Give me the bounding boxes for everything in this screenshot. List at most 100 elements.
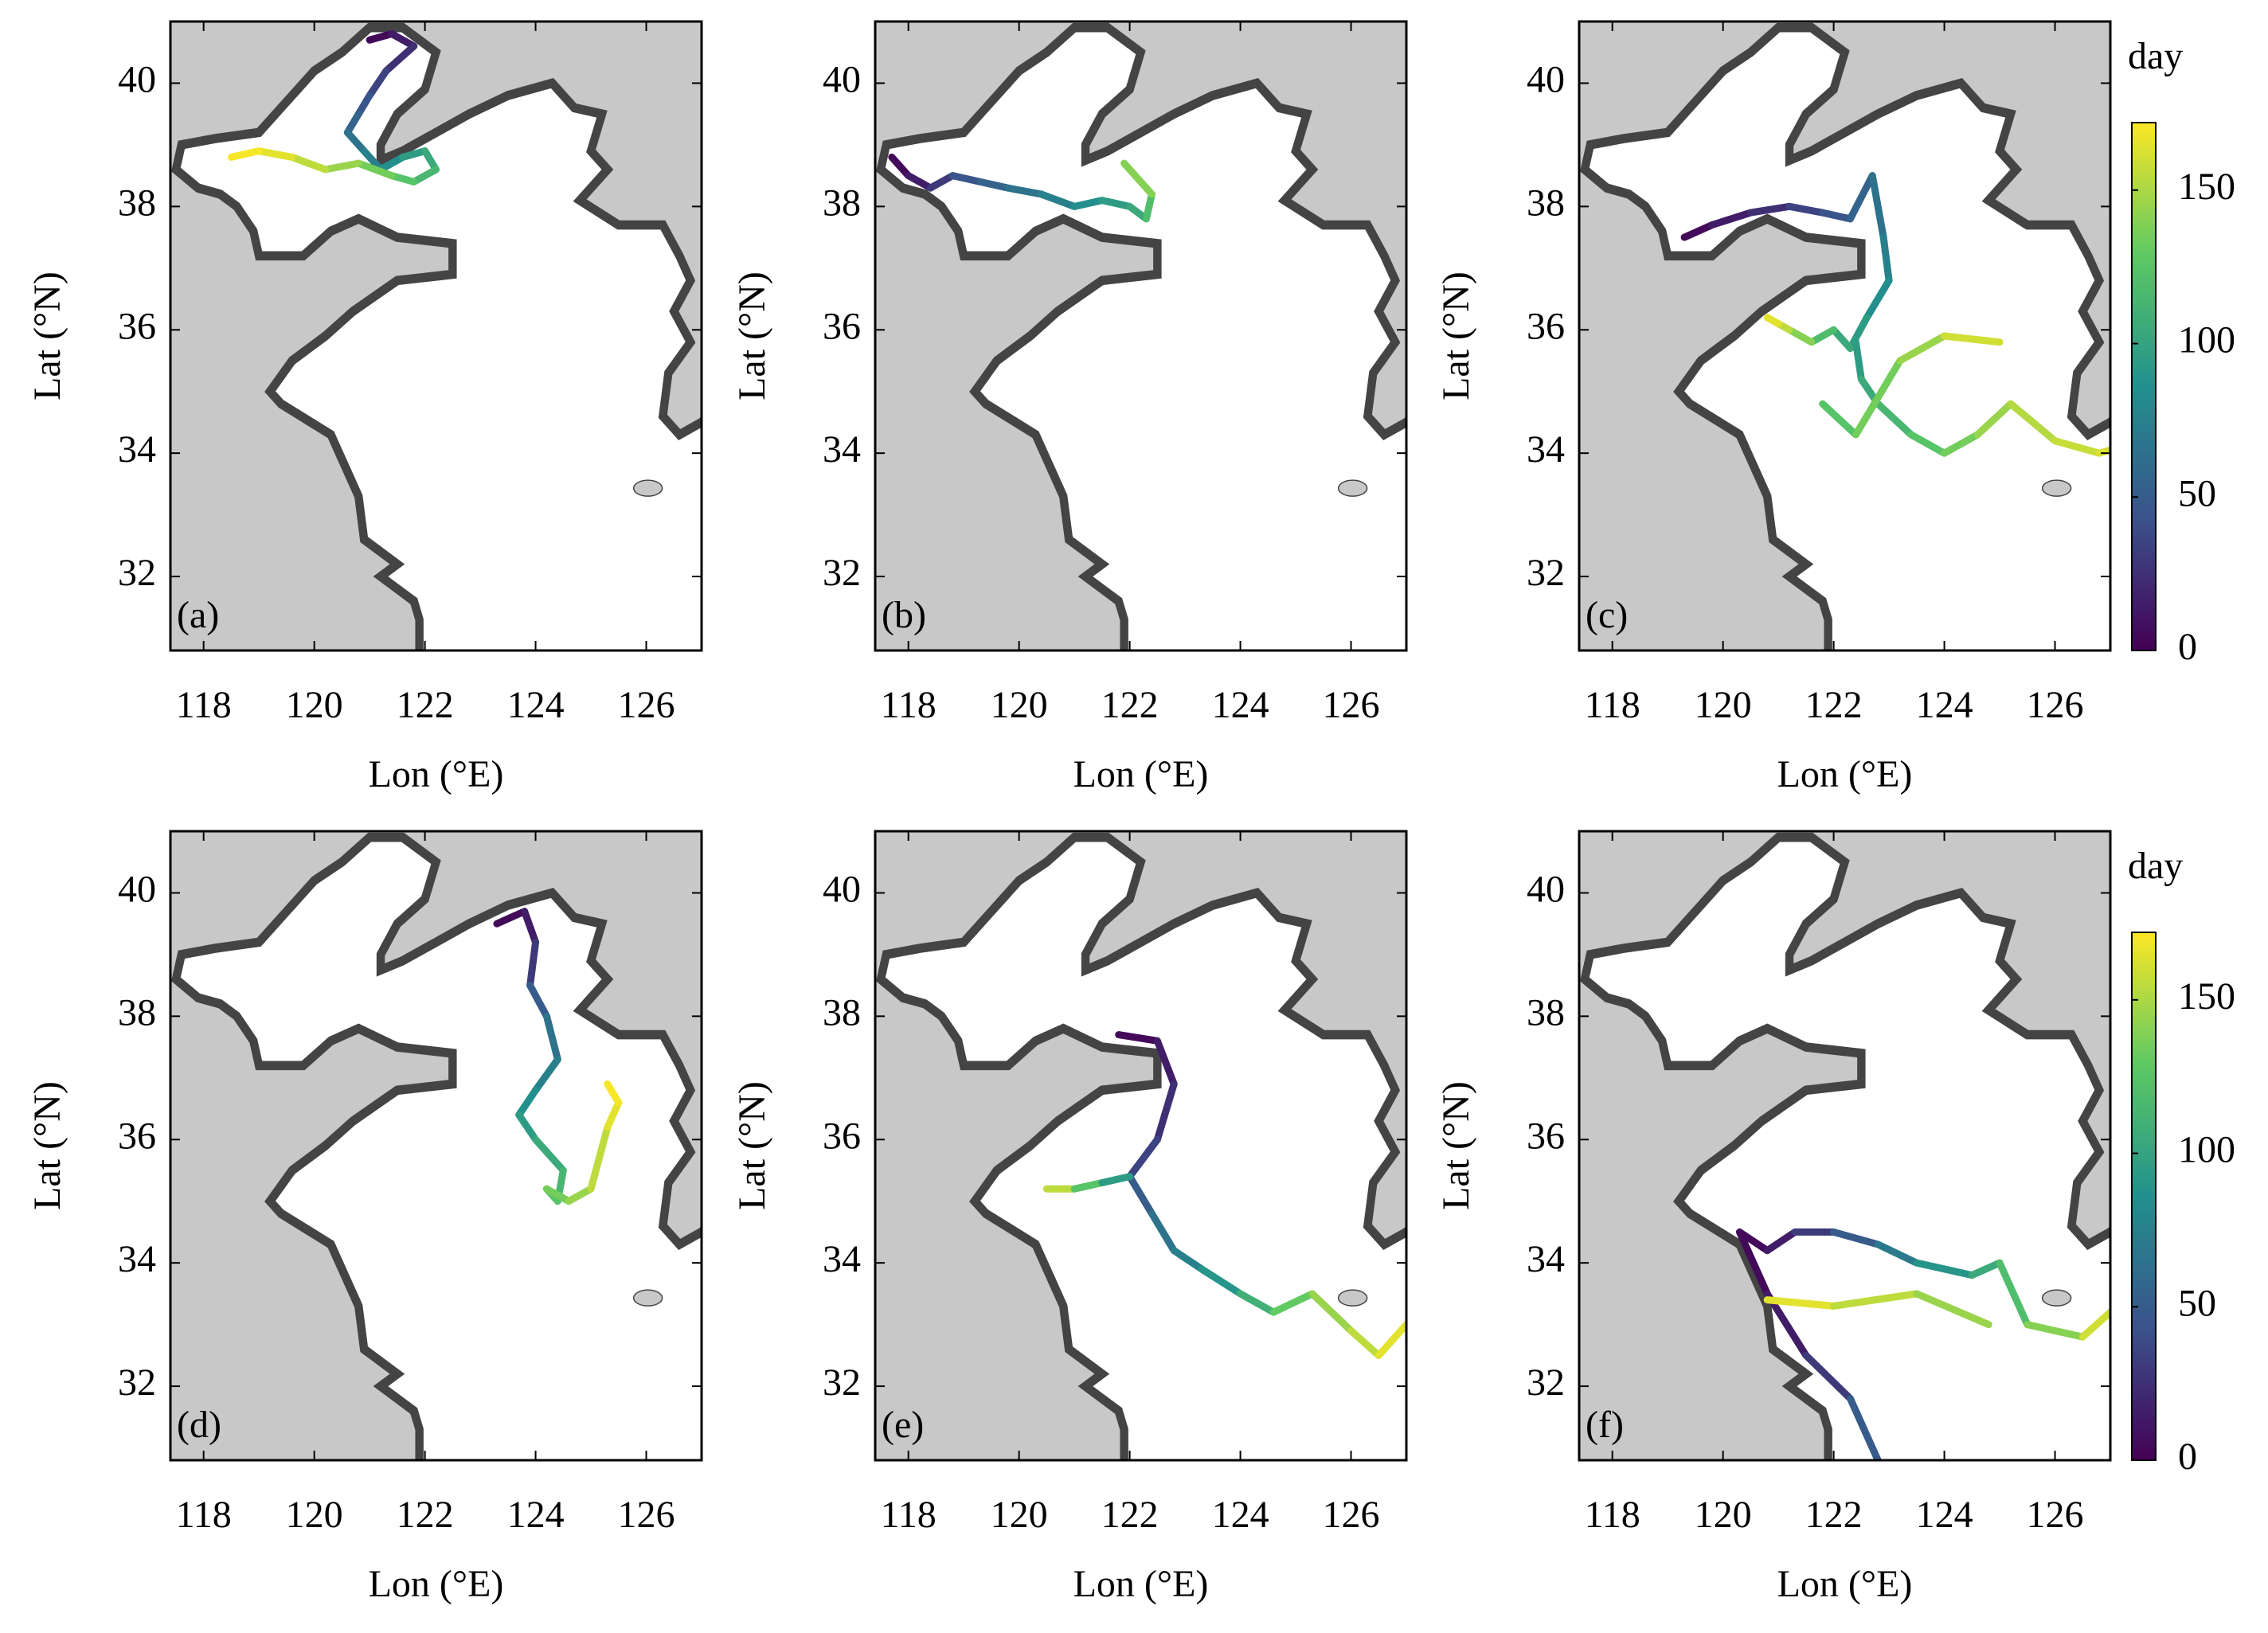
island: [1337, 479, 1368, 497]
trajectory-segment: [521, 908, 540, 946]
x-tick-label: 118: [881, 684, 937, 726]
trajectory-segment: [2078, 1308, 2110, 1341]
colorbar-tick-label: 150: [2178, 166, 2235, 208]
trajectory-segment: [1347, 1326, 1382, 1359]
trajectory-segment: [1896, 332, 1949, 365]
colorbar-ramp: [2131, 122, 2157, 651]
trajectory-segment: [948, 172, 984, 186]
colorbar-tick-label: 0: [2178, 626, 2197, 668]
x-tick-label: 124: [1916, 684, 1973, 726]
x-tick-label: 124: [1212, 1494, 1269, 1536]
x-tick-label: 118: [176, 1494, 232, 1536]
x-tick-label: 120: [1695, 1494, 1752, 1536]
trajectory-segment: [1879, 233, 1893, 284]
trajectory-segment: [1098, 1173, 1134, 1186]
trajectory-segment: [1808, 326, 1838, 346]
trajectory-segment: [377, 153, 407, 174]
trajectory-segment: [421, 147, 440, 174]
trajectory-segment: [1153, 1080, 1178, 1143]
y-tick-label: 38: [823, 182, 861, 224]
x-tick-label: 120: [991, 1494, 1048, 1536]
trajectory-segment: [1070, 1178, 1106, 1193]
trajectory-segment: [1735, 1228, 1771, 1298]
panel-label: (f): [1586, 1404, 1624, 1446]
y-tick-label: 40: [823, 58, 861, 100]
trajectory-segment: [1968, 1259, 2004, 1279]
island: [1337, 1289, 1368, 1307]
axes-frame: [1578, 830, 2112, 1462]
x-tick-label: 118: [881, 1494, 937, 1536]
map-panel: 118 120 122 124 126 32 34 36 38 40 Lon (°E) Lat (°N…: [26, 20, 703, 795]
trajectory-segment: [343, 110, 362, 136]
trajectory-segment: [1763, 1228, 1799, 1255]
trajectory-segment: [366, 29, 396, 44]
x-tick-label: 122: [1101, 684, 1159, 726]
trajectory-segment: [1907, 431, 1949, 457]
y-tick-label: 34: [823, 428, 861, 471]
trajectory-segment: [354, 92, 373, 118]
x-tick-label: 118: [1585, 684, 1640, 726]
x-tick-label: 122: [397, 684, 454, 726]
map-panel: 118 120 122 124 126 32 34 36 38 40 Lon (°E) Lat (°N…: [731, 830, 1408, 1605]
trajectory-segment: [1004, 184, 1045, 198]
trajectory-segment: [542, 1185, 573, 1205]
trajectory-segment: [1708, 209, 1754, 229]
trajectory-segment: [604, 1099, 623, 1131]
y-tick-label: 36: [118, 305, 156, 347]
colorbar-tick-label: 100: [2178, 1129, 2235, 1171]
y-tick-label: 36: [118, 1115, 156, 1157]
trajectory-segment: [1746, 202, 1793, 217]
trajectory-segment: [1996, 1259, 2031, 1329]
trajectory-segment: [1374, 1321, 1406, 1359]
colorbar-label: day: [2128, 35, 2183, 77]
x-tick-label: 126: [2027, 1494, 2084, 1536]
y-axis-label: Lat (°N): [26, 1081, 68, 1210]
trajectory-segment: [1785, 326, 1816, 346]
trajectory-segment: [1863, 276, 1893, 322]
map-panel: 118 120 122 124 126 32 34 36 38 40 Lon (°E) Lat (°N…: [1435, 20, 2112, 795]
y-tick-label: 38: [823, 991, 861, 1033]
panel-label: (e): [882, 1404, 924, 1446]
x-tick-label: 126: [1323, 1494, 1380, 1536]
trajectory-segment: [2024, 1321, 2086, 1341]
x-tick-label: 124: [1212, 684, 1269, 726]
map-area: [170, 21, 702, 650]
x-axis-label: Lon (°E): [1073, 753, 1209, 795]
trajectory-segment: [1237, 1290, 1277, 1316]
panel-label: (d): [177, 1404, 221, 1446]
x-tick-label: 126: [618, 1494, 675, 1536]
map-panel: 118 120 122 124 126 32 34 36 38 40 Lon (°E) Lat (°N…: [26, 830, 703, 1605]
trajectory-segment: [1830, 326, 1854, 352]
trajectory-segment: [926, 172, 956, 192]
trajectory-segment: [542, 1012, 561, 1064]
trajectory-segment: [354, 159, 396, 180]
trajectory-segment: [1680, 221, 1716, 241]
panel-label: (a): [177, 594, 219, 636]
trajectory-segment: [565, 1185, 595, 1205]
x-tick-label: 122: [397, 1494, 454, 1536]
trajectory-segment: [1846, 172, 1876, 223]
trajectory-segment: [388, 29, 418, 50]
y-axis-label: Lat (°N): [1435, 1081, 1477, 1210]
axes-frame: [169, 830, 703, 1462]
x-tick-label: 122: [1101, 1494, 1159, 1536]
trajectory-segment: [976, 178, 1012, 192]
colorbar-label: day: [2128, 845, 2183, 887]
island: [632, 1289, 663, 1307]
x-tick-label: 120: [991, 684, 1048, 726]
y-tick-label: 32: [823, 1361, 861, 1404]
map-area: [1579, 21, 2110, 650]
x-tick-label: 124: [1916, 1494, 1973, 1536]
trajectory-segment: [410, 166, 440, 186]
map-area: [875, 831, 1406, 1460]
x-tick-label: 118: [1585, 1494, 1640, 1536]
trajectory-segment: [1115, 1031, 1161, 1045]
trajectory-segment: [227, 147, 263, 161]
trajectory-segment: [1070, 197, 1106, 210]
island: [632, 479, 663, 497]
trajectory-segment: [515, 1086, 540, 1119]
trajectory-segment: [388, 172, 418, 186]
y-tick-label: 40: [118, 58, 156, 100]
trajectory-segment: [1819, 400, 1859, 439]
island: [2041, 479, 2072, 497]
